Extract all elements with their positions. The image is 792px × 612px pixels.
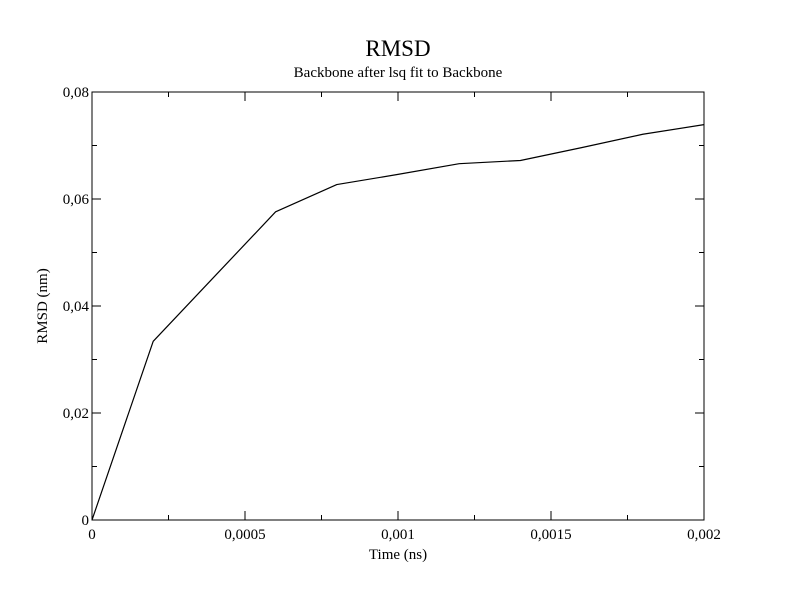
x-tick-label: 0,002 — [687, 527, 721, 543]
y-tick-label: 0,02 — [63, 406, 89, 422]
y-tick-label: 0,04 — [63, 299, 90, 315]
chart-title: RMSD — [365, 36, 430, 61]
x-tick-labels: 0 0,0005 0,001 0,0015 0,002 — [88, 527, 721, 543]
x-tick-label: 0,0005 — [224, 527, 265, 543]
x-tick-label: 0,001 — [381, 527, 415, 543]
x-axis-label: Time (ns) — [369, 547, 427, 563]
y-axis-label: RMSD (nm) — [35, 268, 51, 343]
chart-subtitle: Backbone after lsq fit to Backbone — [294, 65, 503, 81]
y-tick-label: 0 — [82, 513, 90, 529]
x-tick-label: 0,0015 — [530, 527, 571, 543]
x-tick-label: 0 — [88, 527, 96, 543]
plot-frame — [91, 91, 705, 521]
series-line-0 — [91, 124, 705, 521]
y-tick-label: 0,06 — [63, 192, 90, 208]
y-tick-labels: 0 0,02 0,04 0,06 0,08 — [63, 85, 90, 529]
y-tick-label: 0,08 — [63, 85, 89, 101]
axis-ticks — [91, 91, 705, 521]
series-group — [91, 124, 705, 521]
